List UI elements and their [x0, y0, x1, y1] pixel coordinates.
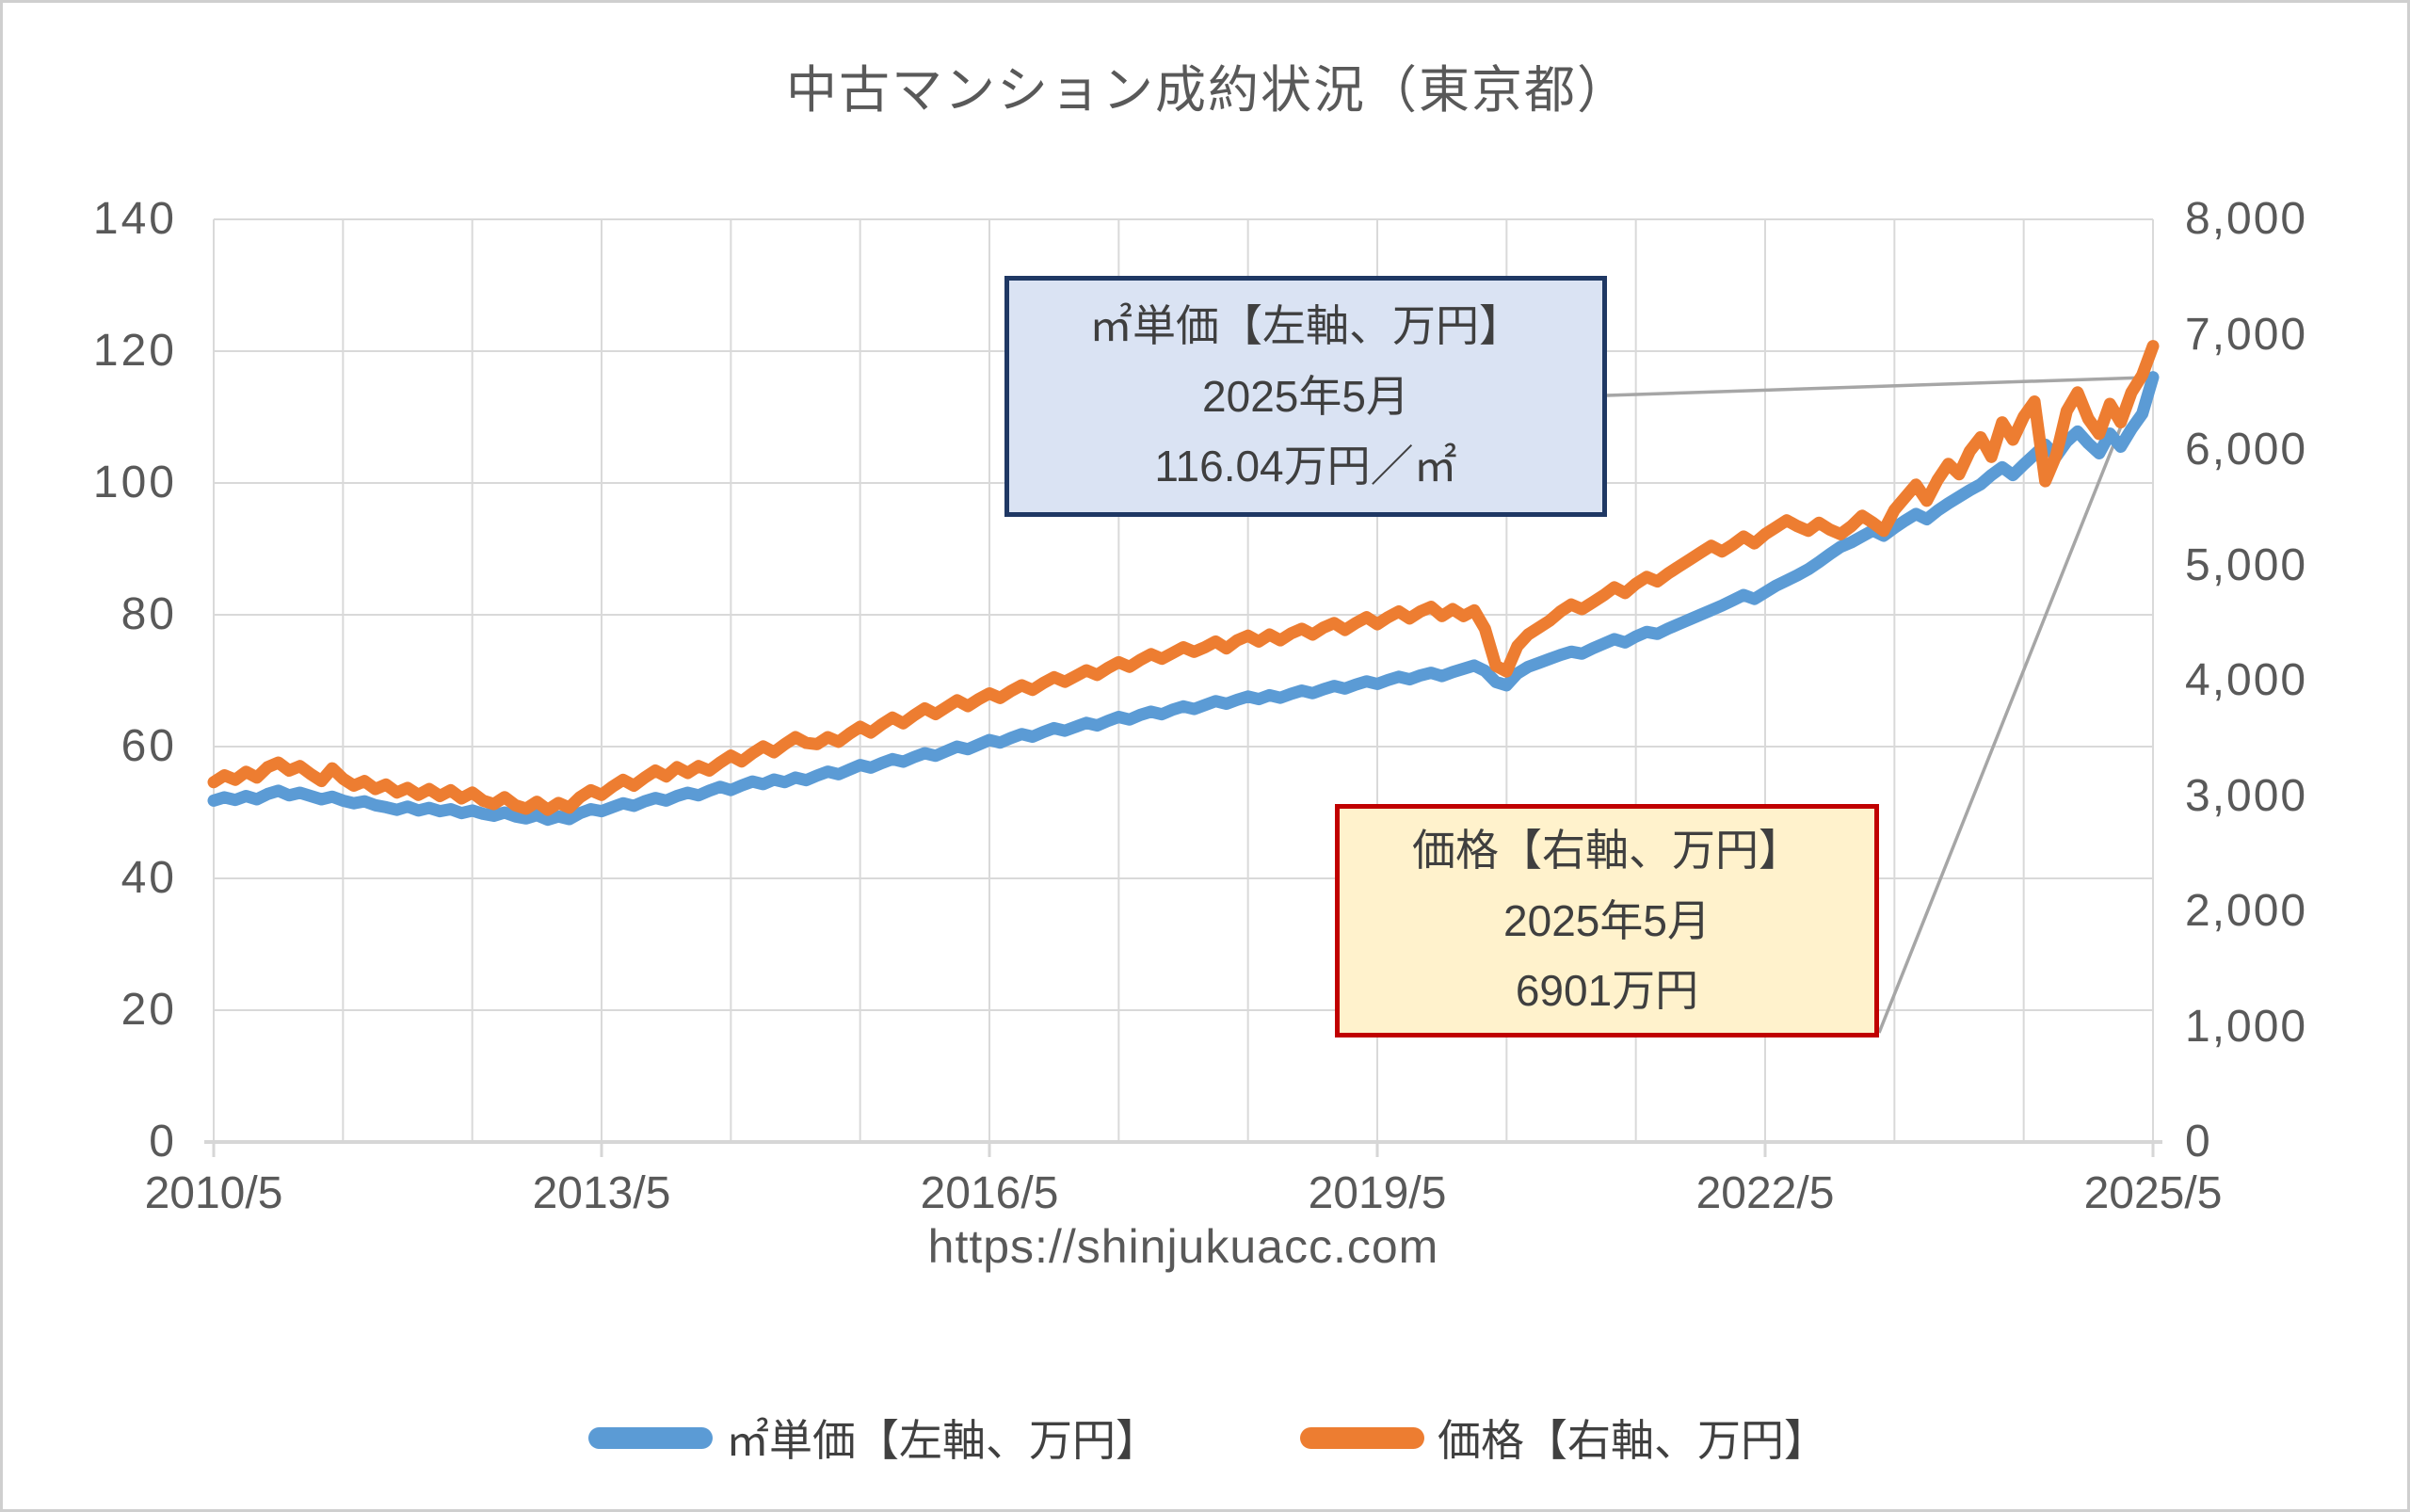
callout-price-series: 価格【右軸、万円】 — [1412, 826, 1802, 876]
callout-unit-price-date: 2025年5月 — [1202, 371, 1409, 421]
callout-price-value: 6901万円 — [1515, 966, 1699, 1016]
y-axis-left-tick-label: 120 — [92, 326, 177, 376]
y-axis-right-tick-label: 0 — [2185, 1117, 2212, 1166]
callout-unit-price-value: 116.04万円／㎡ — [1154, 442, 1457, 491]
series-line-price — [207, 340, 2160, 816]
callout-price: 価格【右軸、万円】 2025年5月 6901万円 — [1335, 804, 1879, 1037]
y-axis-right-tick-label: 8,000 — [2185, 194, 2308, 244]
y-axis-left-tick-label: 40 — [120, 853, 177, 903]
legend-swatch-price-icon — [1300, 1426, 1424, 1449]
x-axis-tick-label: 2010/5 — [144, 1168, 283, 1218]
y-axis-left-tick-label: 20 — [120, 985, 177, 1035]
y-axis-right-tick-label: 7,000 — [2185, 309, 2308, 360]
callout-unit-price: ㎡単価【左軸、万円】 2025年5月 116.04万円／㎡ — [1004, 276, 1607, 517]
leader-line-unit-price — [1606, 375, 2154, 397]
legend-label-unit-price: ㎡単価【左軸、万円】 — [726, 1416, 1159, 1465]
callout-unit-price-series: ㎡単価【左軸、万円】 — [1089, 301, 1522, 351]
y-axis-right-tick-label: 6,000 — [2185, 425, 2308, 475]
legend-label-price: 価格【右軸、万円】 — [1438, 1416, 1827, 1465]
x-axis-tick-label: 2025/5 — [2083, 1168, 2223, 1218]
y-axis-right-tick-label: 5,000 — [2185, 539, 2308, 590]
legend: ㎡単価【左軸、万円】 価格【右軸、万円】 — [3, 1407, 2407, 1469]
x-axis-tick-label: 2016/5 — [920, 1168, 1059, 1218]
callout-price-date: 2025年5月 — [1503, 895, 1711, 945]
series-line-unit-price — [207, 371, 2160, 827]
legend-item-price: 価格【右軸、万円】 — [1300, 1407, 1827, 1469]
y-axis-right-tick-label: 1,000 — [2185, 1001, 2308, 1052]
legend-swatch-unit-price-icon — [588, 1426, 713, 1449]
x-axis-tick-label: 2019/5 — [1308, 1168, 1447, 1218]
y-axis-left-tick-label: 100 — [92, 458, 177, 507]
y-axis-right-tick-label: 2,000 — [2185, 886, 2308, 936]
plot-canvas — [204, 218, 2162, 1157]
chart-title: 中古マンション成約状況（東京都） — [786, 62, 1630, 119]
y-axis-left-tick-label: 0 — [149, 1117, 177, 1166]
leader-line-price — [1877, 345, 2155, 1034]
legend-item-unit-price: ㎡単価【左軸、万円】 — [588, 1407, 1159, 1469]
y-axis-left-tick-label: 80 — [120, 589, 177, 639]
y-axis-right-tick-label: 4,000 — [2185, 655, 2308, 705]
y-axis-right-tick-label: 3,000 — [2185, 770, 2308, 821]
y-axis-left-tick-label: 60 — [120, 721, 177, 771]
x-axis-tick-label: 2013/5 — [532, 1168, 671, 1218]
y-axis-left-tick-label: 140 — [92, 194, 177, 244]
x-axis-tick-label: 2022/5 — [1695, 1168, 1835, 1218]
watermark-url: https://shinjukuacc.com — [927, 1220, 1439, 1273]
